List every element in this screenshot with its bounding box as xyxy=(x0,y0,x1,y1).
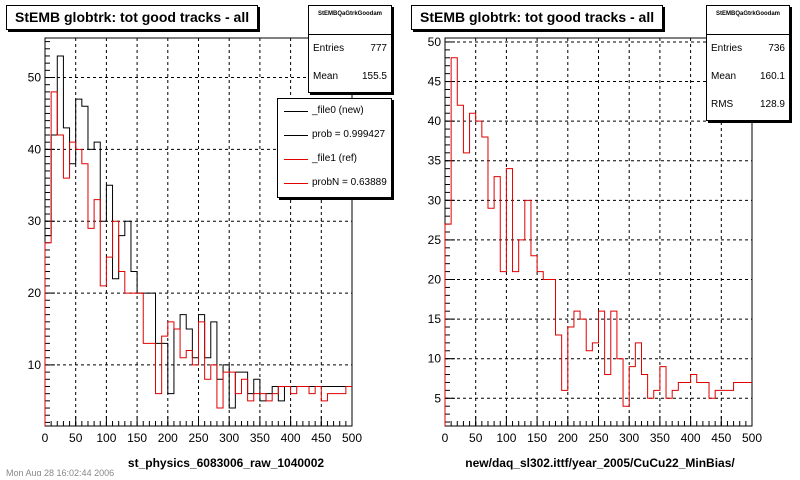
right-x-tick-label: 450 xyxy=(711,431,731,445)
right-y-tick-label: 25 xyxy=(428,233,442,247)
mean-label: Mean xyxy=(711,71,737,82)
left-y-tick-label: 50 xyxy=(28,71,42,85)
legend-row-file0: _file0 (new) xyxy=(278,99,391,123)
left-stats-mean-row: Mean 155.5 xyxy=(309,63,391,91)
right-entries-value: 736 xyxy=(768,43,785,54)
left-x-tick-label: 300 xyxy=(219,431,239,445)
left-x-tick-label: 150 xyxy=(127,431,147,445)
left-x-tick-label: 0 xyxy=(42,431,49,445)
right-y-tick-label: 45 xyxy=(428,75,442,89)
left-x-tick-label: 350 xyxy=(250,431,270,445)
legend-label-prob: prob = 0.999427 xyxy=(312,129,386,140)
left-y-tick-label: 30 xyxy=(28,214,42,228)
right-x-tick-label: 150 xyxy=(527,431,547,445)
right-y-tick-label: 40 xyxy=(428,114,442,128)
left-stats-header: StEMBQaGtrkGoodam xyxy=(309,6,391,35)
legend-swatch-file1 xyxy=(284,159,308,160)
right-x-tick-label: 100 xyxy=(496,431,516,445)
left-x-tick-label: 50 xyxy=(69,431,83,445)
right-y-tick-label: 10 xyxy=(428,352,442,366)
right-chart-title: StEMB globtrk: tot good tracks - all xyxy=(411,5,664,30)
right-x-tick-label: 300 xyxy=(619,431,639,445)
right-y-tick-label: 30 xyxy=(428,193,442,207)
legend-swatch-prob xyxy=(284,135,308,136)
left-stats-box: StEMBQaGtrkGoodam Entries 777 Mean 155.5 xyxy=(308,5,392,93)
legend-row-file1: _file1 (ref) xyxy=(278,147,391,171)
left-chart-title: StEMB globtrk: tot good tracks - all xyxy=(6,5,259,30)
right-x-tick-label: 400 xyxy=(681,431,701,445)
left-x-tick-label: 200 xyxy=(158,431,178,445)
legend-label-file1: _file1 (ref) xyxy=(312,153,358,164)
right-stats-mean-row: Mean 160.1 xyxy=(707,63,789,91)
entries-label: Entries xyxy=(711,43,743,54)
legend-swatch-file0 xyxy=(284,111,308,112)
right-stats-box: StEMBQaGtrkGoodam Entries 736 Mean 160.1… xyxy=(706,5,790,121)
left-x-tick-label: 250 xyxy=(188,431,208,445)
right-histogram-series-0 xyxy=(444,57,752,426)
right-rms-value: 128.9 xyxy=(759,99,785,110)
left-y-tick-label: 40 xyxy=(28,142,42,156)
right-y-tick-label: 20 xyxy=(428,273,442,287)
left-histogram-series-1 xyxy=(44,91,352,426)
legend-row-prob: prob = 0.999427 xyxy=(278,123,391,147)
right-mean-value: 160.1 xyxy=(759,71,785,82)
left-y-tick-label: 10 xyxy=(28,358,42,372)
left-legend: _file0 (new) prob = 0.999427 _file1 (ref… xyxy=(277,98,392,198)
legend-label-probn: probN = 0.63889 xyxy=(312,177,387,188)
left-x-tick-label: 500 xyxy=(342,431,362,445)
left-x-axis-label: st_physics_6083006_raw_1040002 xyxy=(127,456,325,470)
legend-label-file0: _file0 (new) xyxy=(312,105,364,116)
mean-label: Mean xyxy=(313,71,339,82)
left-x-tick-label: 100 xyxy=(96,431,116,445)
right-y-tick-label: 15 xyxy=(428,312,442,326)
right-x-tick-label: 500 xyxy=(742,431,762,445)
right-y-tick-label: 35 xyxy=(428,154,442,168)
legend-row-probn: probN = 0.63889 xyxy=(278,171,391,195)
left-mean-value: 155.5 xyxy=(361,71,387,82)
right-x-axis-label: new/daq_sl302.ittf/year_2005/CuCu22_MinB… xyxy=(465,456,735,470)
right-x-tick-label: 50 xyxy=(469,431,483,445)
left-y-tick-label: 20 xyxy=(28,286,42,300)
right-x-tick-label: 350 xyxy=(650,431,670,445)
right-y-tick-label: 5 xyxy=(434,391,441,405)
entries-label: Entries xyxy=(313,43,345,54)
right-stats-entries-row: Entries 736 xyxy=(707,35,789,63)
left-entries-value: 777 xyxy=(370,43,387,54)
left-stats-entries-row: Entries 777 xyxy=(309,35,391,63)
legend-swatch-probn xyxy=(284,183,308,184)
left-x-tick-label: 450 xyxy=(311,431,331,445)
footer-timestamp: Mon Aug 28 16:02:44 2006 xyxy=(6,468,115,476)
right-stats-header: StEMBQaGtrkGoodam xyxy=(707,6,789,35)
rms-label: RMS xyxy=(711,99,734,110)
left-x-tick-label: 400 xyxy=(281,431,301,445)
right-x-tick-label: 250 xyxy=(588,431,608,445)
right-y-tick-label: 50 xyxy=(428,35,442,49)
left-histogram-series-0 xyxy=(44,55,352,426)
right-x-tick-label: 200 xyxy=(558,431,578,445)
right-stats-rms-row: RMS 128.9 xyxy=(707,91,789,119)
right-x-tick-label: 0 xyxy=(442,431,449,445)
